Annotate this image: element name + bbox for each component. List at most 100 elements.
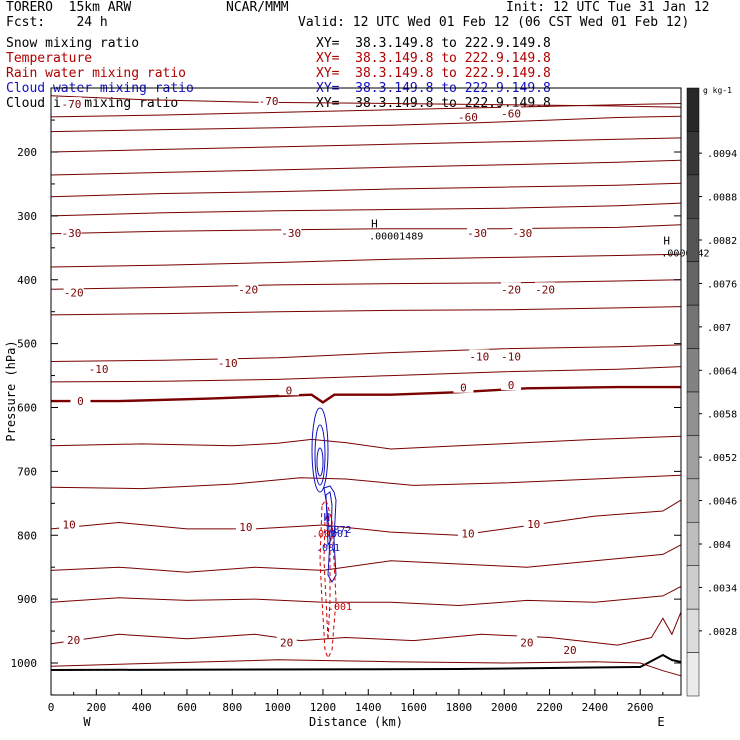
colorbar-label: .004 — [707, 540, 731, 551]
contour-label-bg — [467, 226, 488, 239]
colorbar-swatch — [686, 261, 700, 306]
temperature-contour — [50, 366, 682, 383]
contour-label-bg — [217, 355, 238, 368]
field-cloud-water: Cloud water mixing ratio — [6, 81, 194, 96]
x-tick-label: 400 — [132, 701, 152, 714]
colorbar-label: .0034 — [707, 583, 737, 594]
temperature-label: 20 — [67, 634, 80, 647]
x-tick-label: 0 — [48, 701, 55, 714]
colorbar-label: .0094 — [707, 149, 737, 160]
colorbar-label: .0028 — [707, 627, 737, 638]
org-label: NCAR/MMM — [226, 0, 289, 15]
x-axis-title: Distance (km) — [309, 715, 403, 729]
colorbar-label: .0058 — [707, 410, 737, 421]
cloud-water-contour-inner — [316, 447, 324, 477]
east-label: E — [657, 715, 664, 729]
west-label: W — [83, 715, 91, 729]
valid-time: Valid: 12 UTC Wed 01 Feb 12 (06 CST Wed … — [298, 15, 690, 30]
x-tick-label: 200 — [86, 701, 106, 714]
colorbar-swatch — [686, 304, 700, 349]
temperature-contour — [50, 544, 682, 573]
colorbar-swatch — [686, 131, 700, 176]
colorbar-unit: g kg-1 — [703, 86, 732, 95]
colorbar-label: .0052 — [707, 453, 737, 464]
temperature-contour — [50, 253, 682, 268]
contour-label-bg — [512, 226, 533, 239]
temperature-label: -70 — [259, 95, 279, 108]
temperature-contour — [50, 611, 682, 646]
colorbar-swatch — [686, 391, 700, 436]
contour-label-bg — [501, 106, 522, 119]
contour-label-bg — [501, 378, 522, 391]
contour-label-bg — [61, 226, 82, 239]
colorbar-swatch — [686, 565, 700, 610]
contour-label-bg — [281, 226, 302, 239]
contour-label-bg — [559, 643, 580, 656]
contour-label-bg — [523, 516, 544, 529]
field-temperature: Temperature — [6, 51, 93, 66]
temperature-label: -60 — [501, 108, 521, 121]
max-marker-value: .00001489 — [369, 231, 423, 242]
contour-label-bg — [501, 349, 522, 362]
temperature-contours — [50, 95, 682, 677]
rain-label: .001 — [312, 529, 336, 540]
field-rain-xy: XY= 38.3.149.8 to 222.9.149.8 — [316, 66, 551, 81]
temperature-contour — [50, 279, 682, 290]
colorbar-swatch — [686, 174, 700, 219]
plot-frame — [50, 87, 682, 696]
x-tick-label: 1200 — [310, 701, 337, 714]
cloud-water-label: .001 — [325, 529, 349, 540]
field-temperature-xy: XY= 38.3.149.8 to 222.9.149.8 — [316, 51, 551, 66]
colorbar: g kg-1 .0094 .0088 .0082 .0076 .007 .0064 .0058… — [686, 86, 737, 697]
temperature-label: -70 — [61, 98, 81, 111]
temperature-label: 10 — [239, 521, 252, 534]
temperature-label: 0 — [460, 382, 467, 395]
temperature-label: 10 — [527, 518, 540, 531]
y-tick-label: 600 — [17, 402, 37, 415]
contour-label-bg — [235, 519, 256, 532]
temperature-contour — [50, 585, 682, 607]
cloud-water-contour-lower-inner — [325, 491, 333, 547]
temperature-contour — [50, 137, 682, 153]
colorbar-swatch — [686, 87, 700, 132]
field-snow-xy: XY= 38.3.149.8 to 222.9.149.8 — [316, 36, 551, 51]
y-tick-label: 800 — [17, 529, 37, 542]
colorbar-swatch — [686, 652, 700, 697]
field-rain: Rain water mixing ratio — [6, 66, 187, 81]
temperature-label: -20 — [64, 287, 84, 300]
colorbar-swatch — [686, 348, 700, 393]
temperature-contour — [50, 95, 682, 108]
temperature-contour — [50, 159, 682, 176]
temperature-contour — [50, 224, 682, 235]
contour-label-bg — [276, 635, 297, 648]
contour-label-bg — [63, 633, 84, 646]
y-tick-label: 300 — [17, 210, 37, 223]
y-axis-title: Pressure (hPa) — [4, 340, 18, 441]
temperature-label: 10 — [63, 518, 76, 531]
max-marker-value: .0000442 — [661, 249, 709, 260]
max-marker-H: H — [663, 235, 670, 248]
temperature-label: 20 — [563, 644, 576, 657]
temperature-contour — [50, 182, 682, 198]
colorbar-label: .0082 — [707, 236, 737, 247]
contour-label-bg — [61, 97, 82, 110]
temperature-contour — [50, 499, 682, 536]
colorbar-label: .0076 — [707, 279, 737, 290]
contour-label-bg — [238, 282, 259, 295]
temperature-contour — [50, 115, 682, 133]
temperature-label: -20 — [501, 283, 521, 296]
colorbar-swatch — [686, 522, 700, 566]
terrain-line — [50, 653, 682, 671]
contour-label-bg — [501, 282, 522, 295]
temperature-label: -60 — [458, 111, 478, 124]
temperature-contour — [50, 435, 682, 450]
contour-label-bg — [278, 383, 299, 396]
temperature-label: -10 — [89, 363, 109, 376]
temperature-label: 0 — [286, 384, 293, 397]
rain-label: .001 — [328, 602, 352, 613]
contour-label-bg — [258, 93, 279, 106]
temperature-label: -10 — [501, 350, 521, 363]
colorbar-label: .007 — [707, 323, 731, 334]
temperature-contour — [50, 344, 682, 362]
